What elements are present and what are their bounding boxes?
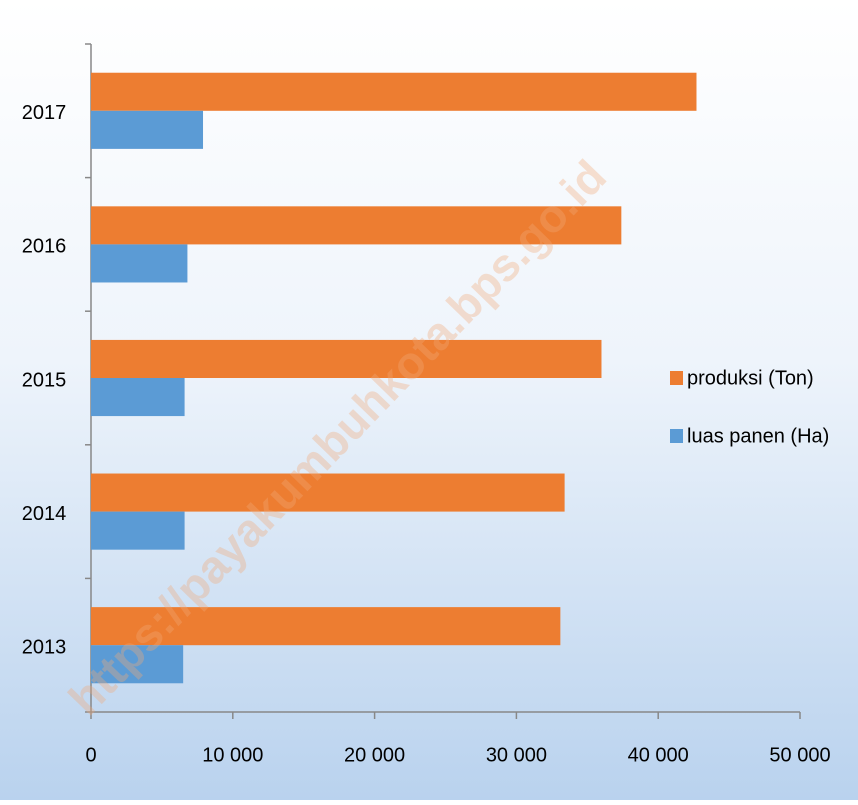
- bar: [91, 645, 184, 684]
- y-tick-label: 2015: [22, 369, 67, 391]
- bar: [91, 206, 622, 245]
- bar: [91, 607, 561, 646]
- y-tick-label: 2017: [22, 102, 67, 124]
- y-tick-label: 2013: [22, 636, 67, 658]
- x-tick-label: 10 000: [202, 744, 263, 766]
- bar: [91, 244, 188, 283]
- legend-swatch: [670, 371, 683, 385]
- legend-label: produksi (Ton): [687, 367, 814, 389]
- y-tick-label: 2014: [22, 503, 67, 525]
- bar: [91, 72, 697, 111]
- bar: [91, 473, 565, 512]
- x-tick-label: 40 000: [628, 744, 689, 766]
- bar: [91, 511, 185, 550]
- x-tick-label: 50 000: [769, 744, 830, 766]
- x-tick-label: 20 000: [344, 744, 405, 766]
- plot-area: 0 10 000 20 000 30 000 40 000 50 000 2013 2014 2…: [22, 43, 831, 766]
- bar: [91, 378, 185, 417]
- legend-swatch: [670, 429, 683, 443]
- legend-label: luas panen (Ha): [687, 425, 829, 447]
- x-tick-label: 30 000: [486, 744, 547, 766]
- y-tick-label: 2016: [22, 236, 67, 258]
- x-tick-label: 0: [85, 744, 96, 766]
- bar: [91, 339, 602, 378]
- bar: [91, 110, 204, 149]
